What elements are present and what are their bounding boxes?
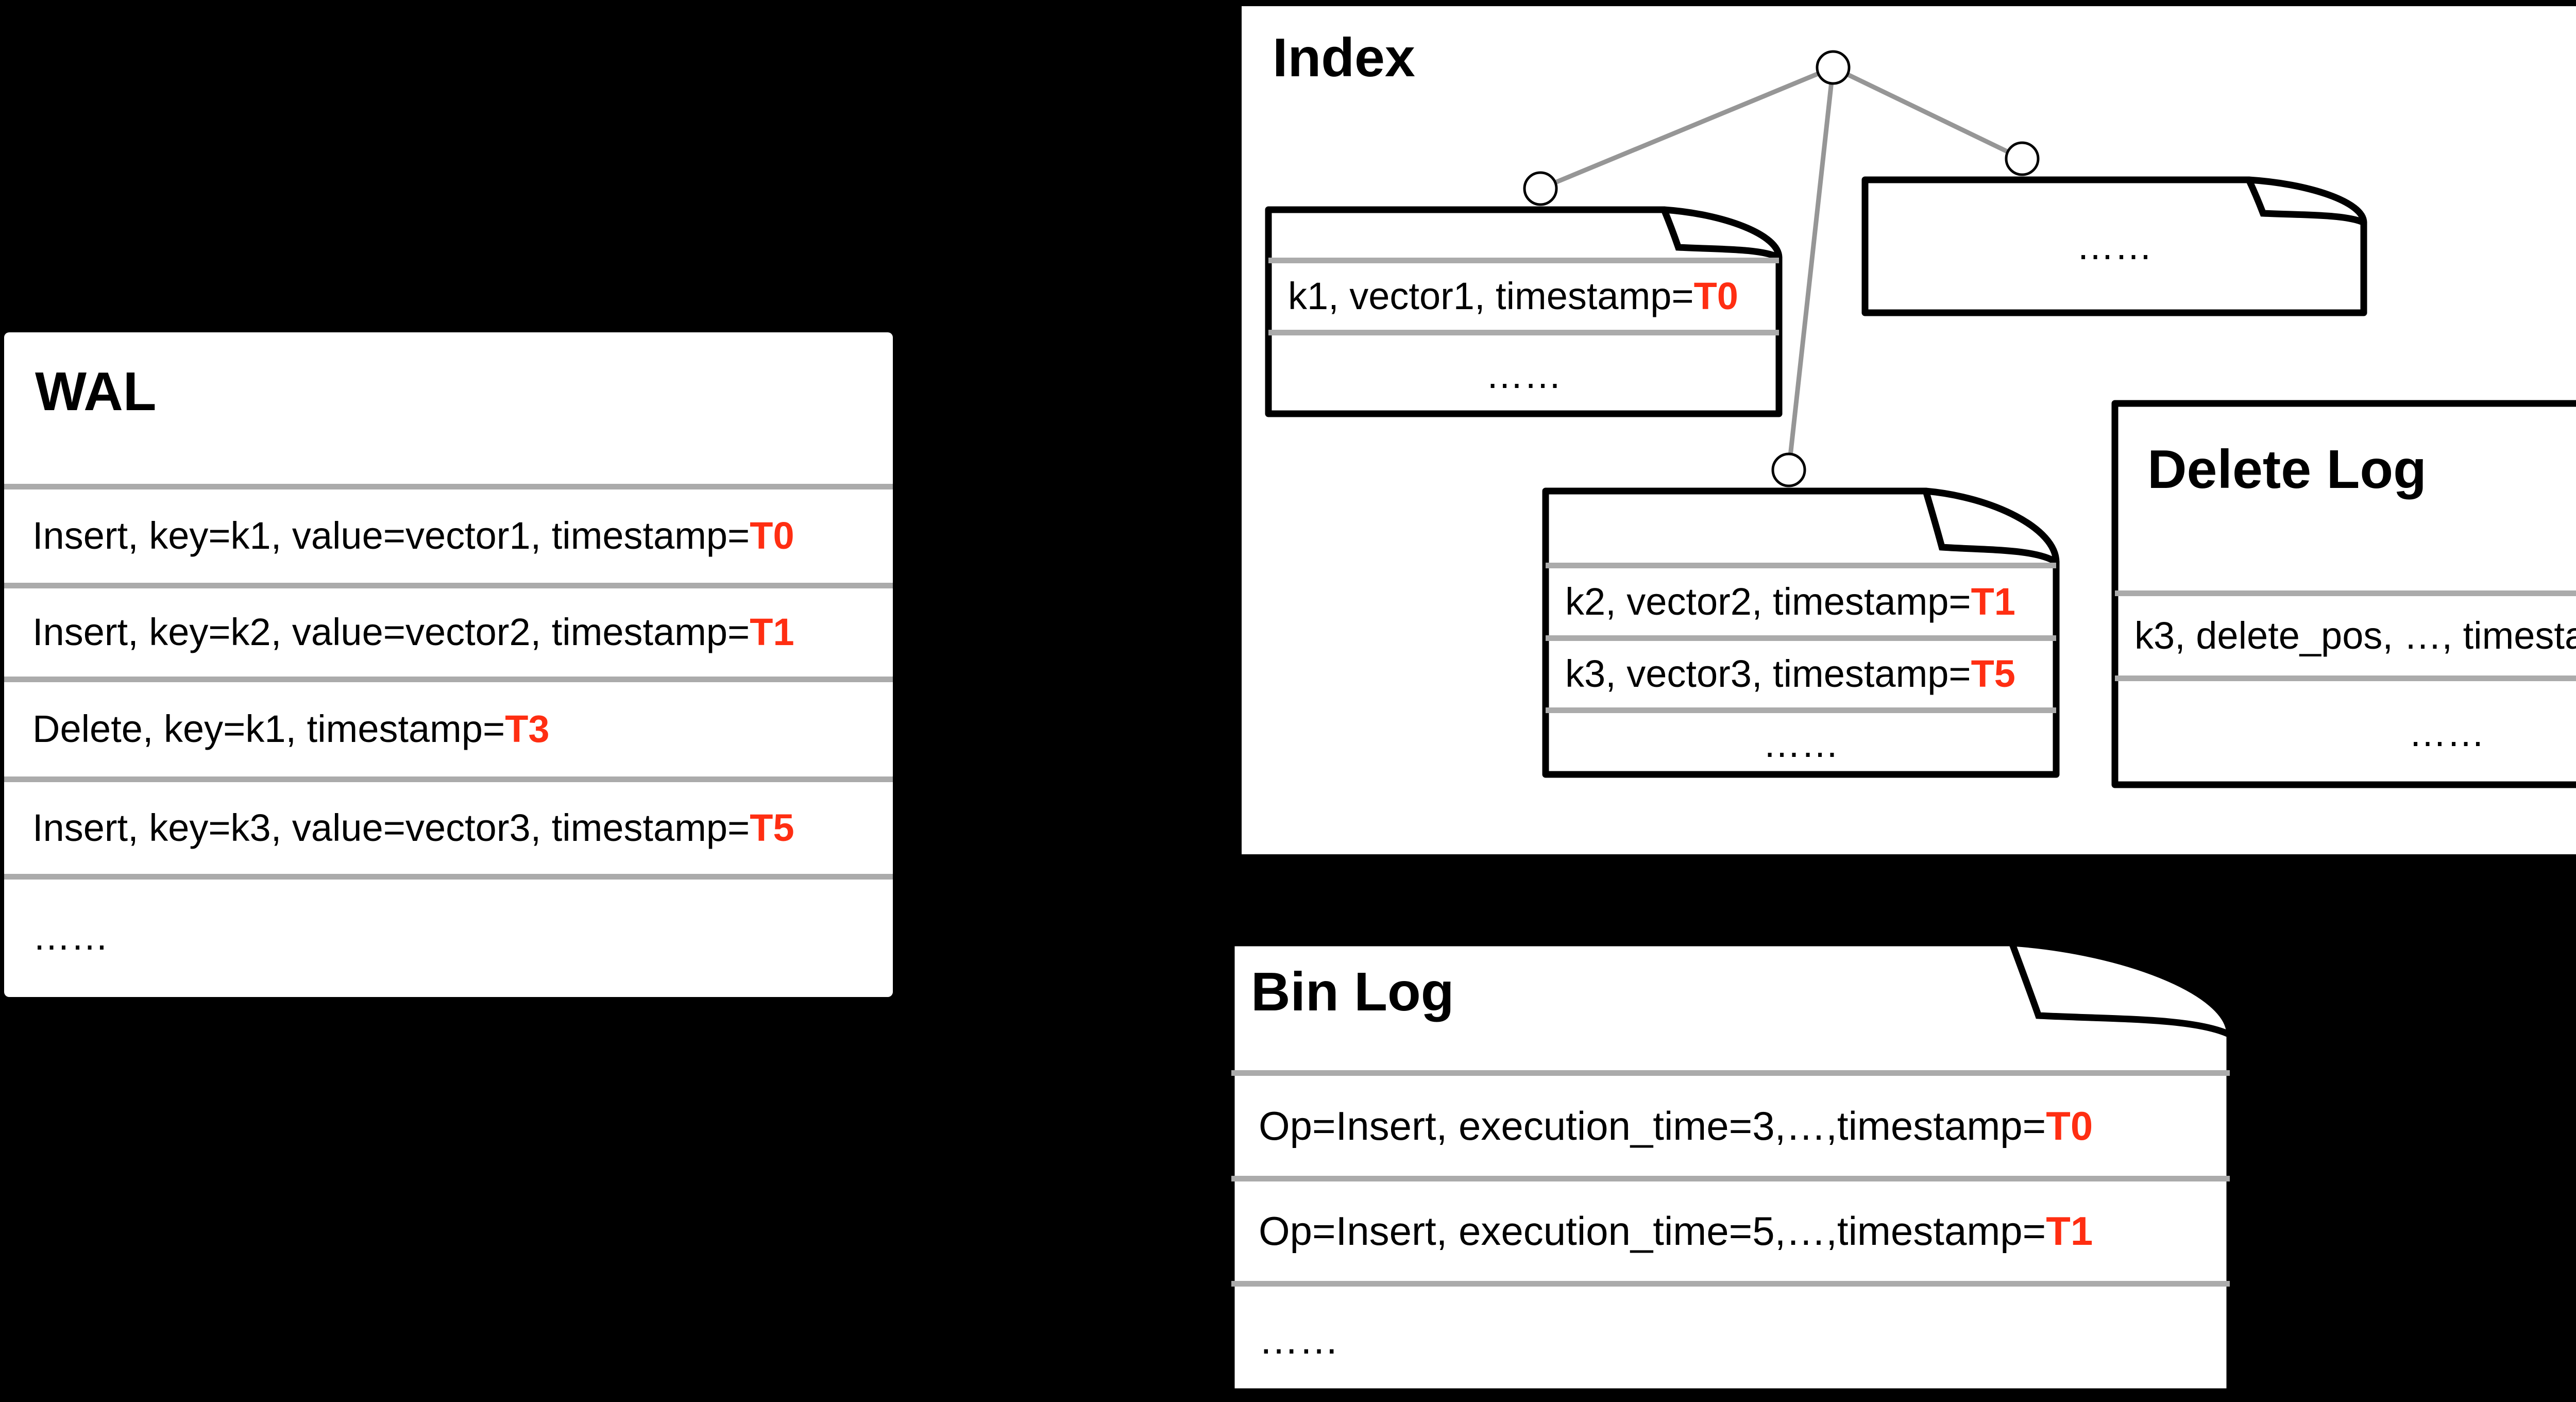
row-text: k2, vector2, timestamp= [1565, 580, 1971, 623]
timestamp-value: T0 [2046, 1103, 2093, 1148]
row-text: …… [2076, 225, 2153, 267]
timestamp-value: T0 [1693, 275, 1738, 317]
bin-log-title: Bin Log [1251, 961, 1454, 1022]
index-file-k1: k1, vector1, timestamp= T0 …… [1265, 206, 1783, 417]
folded-corner-icon [1922, 487, 2060, 566]
wal-row: Delete, key=k1, timestamp= T3 [4, 679, 893, 779]
document-shape [1861, 176, 2367, 316]
separator [2115, 675, 2576, 681]
wal-row: Insert, key=k2, value=vector2, timestamp… [4, 585, 893, 679]
delete-log: Delete Log k3, delete_pos, …, timestamp=… [2111, 400, 2576, 788]
timestamp-value: T1 [1971, 580, 2015, 623]
folded-corner-icon [2008, 939, 2233, 1038]
wal-row: Insert, key=k3, value=vector3, timestamp… [4, 779, 893, 876]
timestamp-value: T1 [750, 611, 794, 653]
file-ellipsis-row: …… [1228, 1283, 2233, 1395]
file-ellipsis-row: …… [2111, 678, 2576, 788]
separator [1268, 258, 1779, 263]
timestamp-value: T0 [750, 514, 794, 557]
row-text: k3, delete_pos, …, timestamp= [2134, 614, 2576, 657]
file-row: k1, vector1, timestamp= T0 [1265, 260, 1783, 332]
wal-title: WAL [35, 361, 157, 422]
file-ellipsis-row: …… [1265, 332, 1783, 417]
folded-corner-icon [2245, 176, 2367, 226]
file-row: k3, delete_pos, …, timestamp=T3 [2111, 593, 2576, 678]
separator [1268, 330, 1779, 335]
separator [4, 583, 893, 588]
wal-row: Insert, key=k1, value=vector1, timestamp… [4, 486, 893, 585]
row-text: …… [1762, 722, 1839, 765]
separator [1231, 1176, 2230, 1181]
file-ellipsis-row: …… [1542, 710, 2060, 778]
file-row: k2, vector2, timestamp= T1 [1542, 565, 2060, 638]
row-text: k1, vector1, timestamp= [1288, 275, 1694, 317]
separator [4, 874, 893, 880]
folded-corner-icon [1660, 206, 1783, 261]
wal-box: WAL Insert, key=k1, value=vector1, times… [4, 332, 893, 997]
separator [2115, 590, 2576, 596]
file-row: k3, vector3, timestamp= T5 [1542, 638, 2060, 710]
separator [4, 484, 893, 489]
separator [1546, 563, 2056, 568]
wal-ellipsis-row: …… [4, 876, 893, 997]
index-title: Index [1273, 27, 1415, 88]
row-text: Op=Insert, execution_time=5,…,timestamp= [1259, 1208, 2046, 1254]
row-text: Op=Insert, execution_time=3,…,timestamp= [1259, 1103, 2046, 1148]
document-shape [1228, 939, 2233, 1395]
row-text: Insert, key=k2, value=vector2, timestamp… [32, 611, 750, 653]
bin-log: Bin Log Op=Insert, execution_time=3,…,ti… [1228, 939, 2233, 1395]
timestamp-value: T5 [750, 806, 794, 849]
row-text: k3, vector3, timestamp= [1565, 652, 1971, 695]
file-ellipsis-row: …… [1861, 176, 2367, 316]
row-text: Insert, key=k3, value=vector3, timestamp… [32, 806, 750, 849]
timestamp-value: T5 [1971, 652, 2015, 695]
separator [1546, 635, 2056, 641]
separator [1231, 1281, 2230, 1287]
delete-log-title: Delete Log [2147, 439, 2427, 500]
row-text: Delete, key=k1, timestamp= [32, 707, 505, 750]
row-text: …… [1259, 1316, 1339, 1362]
separator [4, 776, 893, 782]
index-file-more: …… [1861, 176, 2367, 316]
row-text: …… [2409, 712, 2485, 754]
row-text: Insert, key=k1, value=vector1, timestamp… [32, 514, 750, 557]
row-text: …… [1485, 353, 1562, 396]
document-shape [1542, 487, 2060, 778]
separator [4, 677, 893, 682]
file-row: Op=Insert, execution_time=5,…,timestamp=… [1228, 1178, 2233, 1283]
separator [1546, 707, 2056, 713]
index-file-k2k3: k2, vector2, timestamp= T1 k3, vector3, t… [1542, 487, 2060, 778]
file-row: Op=Insert, execution_time=3,…,timestamp=… [1228, 1073, 2233, 1178]
timestamp-value: T1 [2046, 1208, 2093, 1254]
row-text: …… [32, 915, 109, 958]
timestamp-value: T3 [505, 707, 550, 750]
separator [1231, 1070, 2230, 1076]
